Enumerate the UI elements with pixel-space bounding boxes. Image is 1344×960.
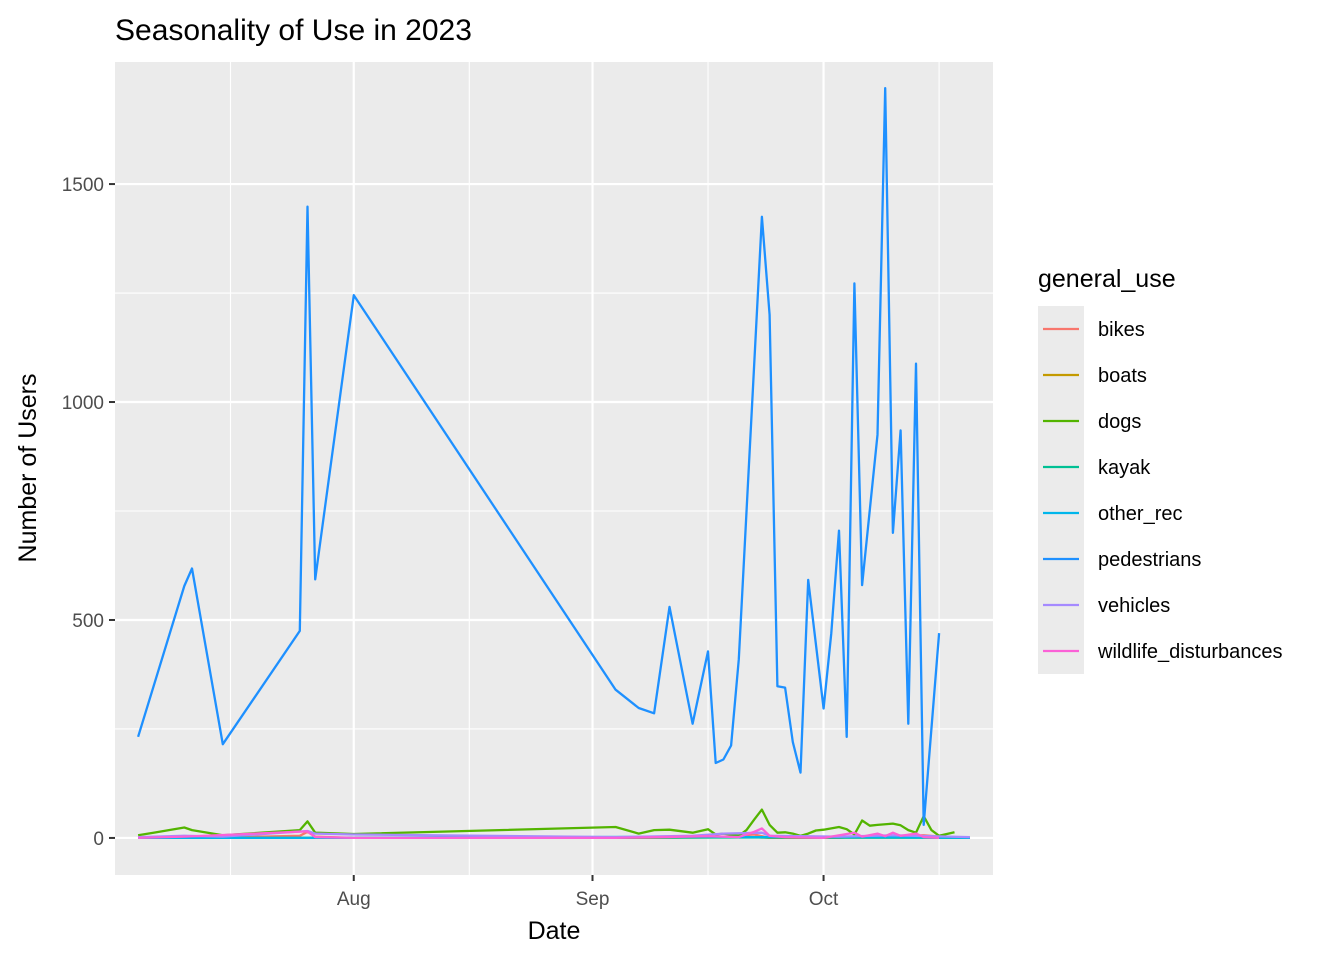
x-axis-label: Date	[528, 917, 581, 945]
y-axis-ticks: 0 500 1000 1500	[62, 175, 115, 850]
legend-label-other_rec: other_rec	[1098, 503, 1183, 525]
legend-title: general_use	[1038, 265, 1176, 293]
x-tick-label: Sep	[576, 889, 610, 910]
legend-label-pedestrians: pedestrians	[1098, 549, 1201, 571]
y-axis-label: Number of Users	[14, 374, 42, 563]
plot-panel	[115, 62, 993, 875]
legend-label-kayak: kayak	[1098, 457, 1151, 479]
x-axis-ticks: Aug Sep Oct	[337, 875, 839, 910]
y-tick-label: 500	[72, 611, 104, 632]
legend-label-bikes: bikes	[1098, 319, 1145, 341]
y-tick-label: 1000	[62, 393, 104, 414]
legend-label-wildlife_disturbances: wildlife_disturbances	[1097, 641, 1283, 663]
series-line-pedestrians	[137, 87, 941, 827]
y-tick-label: 0	[93, 829, 104, 850]
x-tick-label: Aug	[337, 889, 371, 910]
y-tick-label: 1500	[62, 175, 104, 196]
series-lines	[137, 87, 970, 840]
legend-label-boats: boats	[1098, 365, 1147, 387]
chart-title: Seasonality of Use in 2023	[115, 14, 472, 47]
grid-minor	[115, 62, 993, 875]
x-tick-label: Oct	[809, 889, 839, 910]
legend: general_use bikes boats dogs kayak other_rec…	[1038, 265, 1283, 674]
legend-label-dogs: dogs	[1098, 411, 1141, 433]
legend-label-vehicles: vehicles	[1098, 595, 1170, 617]
legend-items: bikes boats dogs kayak other_rec pedestrians v…	[1038, 306, 1283, 674]
series-line-wildlife_disturbances	[138, 827, 940, 840]
